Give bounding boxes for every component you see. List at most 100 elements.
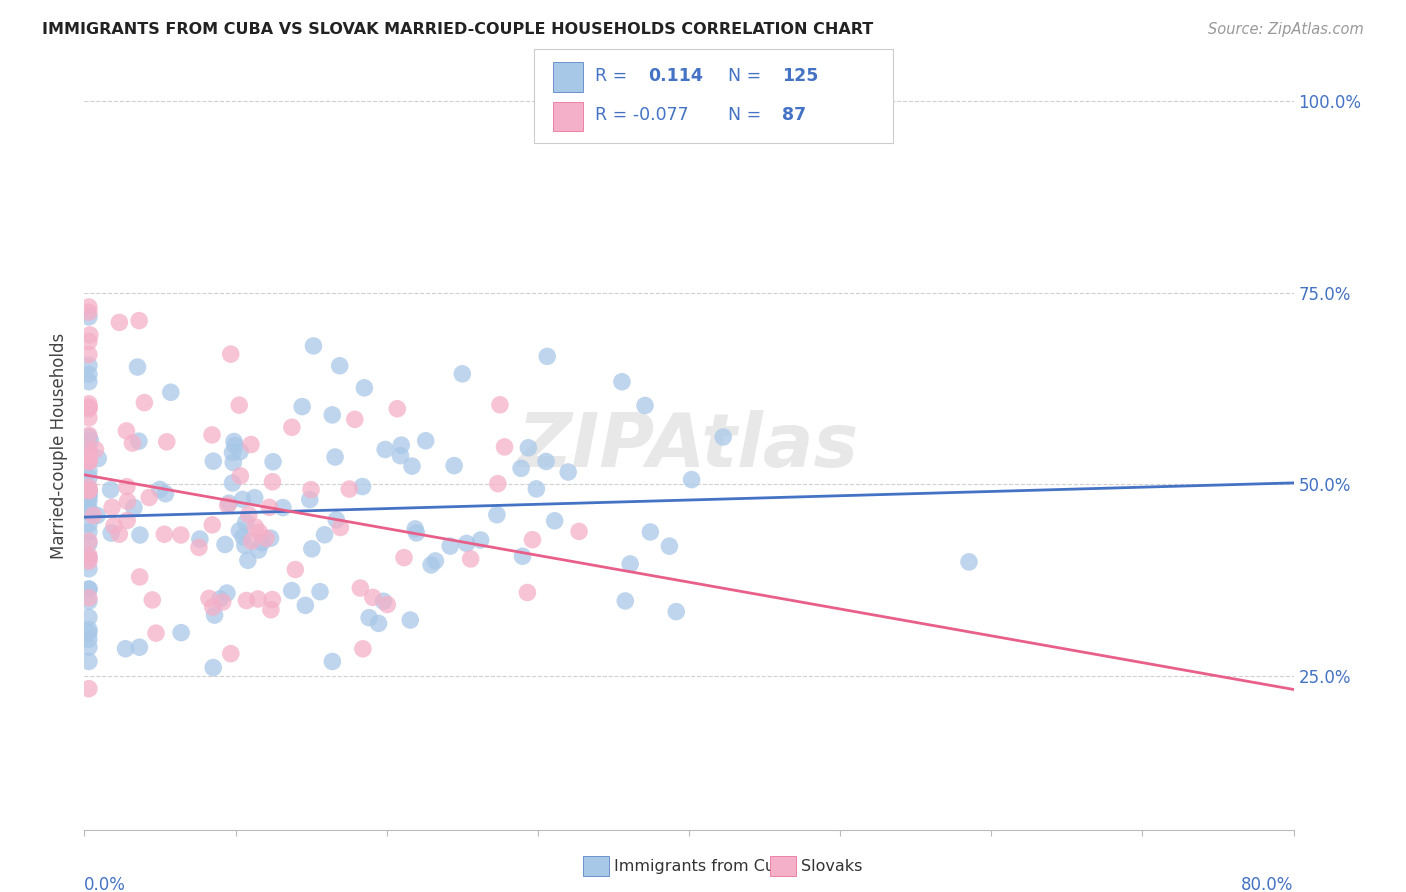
Point	[228, 398, 250, 412]
Point	[77, 502, 100, 516]
Point	[711, 430, 734, 444]
Point	[246, 592, 269, 607]
Point	[301, 541, 323, 556]
Point	[489, 398, 512, 412]
Point	[353, 381, 375, 395]
Point	[389, 438, 412, 452]
Text: 87: 87	[782, 106, 806, 124]
Point	[262, 455, 284, 469]
Point	[224, 438, 246, 452]
Point	[404, 522, 426, 536]
Text: R = -0.077: R = -0.077	[595, 106, 689, 124]
Point	[245, 520, 267, 534]
Point	[291, 400, 314, 414]
Point	[121, 436, 143, 450]
Point	[77, 348, 100, 362]
Point	[359, 610, 381, 624]
Point	[415, 434, 437, 448]
Point	[202, 660, 225, 674]
Point	[284, 563, 307, 577]
Point	[329, 520, 352, 534]
Text: 0.114: 0.114	[648, 67, 703, 85]
Point	[100, 483, 122, 497]
Point	[494, 440, 516, 454]
Point	[77, 305, 100, 319]
Point	[77, 610, 100, 624]
Point	[262, 592, 284, 607]
Text: Slovaks: Slovaks	[801, 859, 863, 873]
Point	[229, 469, 252, 483]
Text: 80.0%: 80.0%	[1241, 876, 1294, 892]
Point	[188, 541, 211, 555]
Point	[228, 524, 250, 538]
Point	[219, 647, 242, 661]
Point	[128, 640, 150, 655]
Point	[271, 500, 294, 515]
Point	[77, 505, 100, 519]
Point	[77, 582, 100, 596]
Point	[77, 594, 100, 608]
Point	[77, 359, 100, 373]
Point	[281, 420, 304, 434]
Text: N =: N =	[728, 67, 762, 85]
Point	[957, 555, 980, 569]
Point	[215, 586, 238, 600]
Point	[374, 442, 396, 457]
Point	[201, 600, 224, 615]
Point	[375, 598, 398, 612]
Point	[128, 434, 150, 449]
Point	[79, 327, 101, 342]
Point	[389, 449, 412, 463]
Point	[77, 517, 100, 532]
Point	[235, 593, 257, 607]
Point	[77, 443, 100, 458]
Text: 0.0%: 0.0%	[84, 876, 127, 892]
Point	[373, 594, 395, 608]
Point	[77, 310, 100, 324]
Text: R =: R =	[595, 67, 627, 85]
Point	[77, 554, 100, 568]
Y-axis label: Married-couple Households: Married-couple Households	[51, 333, 69, 559]
Point	[343, 412, 366, 426]
Text: N =: N =	[728, 106, 762, 124]
Point	[260, 603, 283, 617]
Point	[77, 655, 100, 669]
Point	[201, 517, 224, 532]
Point	[352, 479, 374, 493]
Point	[229, 444, 252, 458]
Point	[77, 502, 100, 516]
Point	[77, 562, 100, 576]
Point	[129, 528, 152, 542]
Point	[77, 640, 100, 655]
Point	[77, 453, 100, 467]
Point	[219, 347, 242, 361]
Point	[77, 401, 100, 416]
Point	[108, 527, 131, 541]
Point	[254, 531, 277, 545]
Point	[77, 483, 100, 497]
Point	[138, 491, 160, 505]
Point	[115, 513, 138, 527]
Point	[77, 368, 100, 382]
Point	[243, 491, 266, 505]
Point	[221, 445, 243, 459]
Point	[387, 401, 409, 416]
Point	[217, 498, 239, 512]
Point	[208, 591, 231, 606]
Point	[77, 550, 100, 565]
Point	[439, 539, 461, 553]
Point	[329, 359, 352, 373]
Point	[236, 553, 259, 567]
Point	[128, 313, 150, 327]
Point	[134, 395, 156, 409]
Point	[77, 401, 100, 415]
Point	[77, 471, 100, 485]
Text: Source: ZipAtlas.com: Source: ZipAtlas.com	[1208, 22, 1364, 37]
Point	[352, 641, 374, 656]
Point	[77, 632, 100, 647]
Point	[77, 681, 100, 696]
Point	[77, 491, 100, 505]
Point	[77, 625, 100, 640]
Point	[117, 494, 139, 508]
Point	[77, 551, 100, 566]
